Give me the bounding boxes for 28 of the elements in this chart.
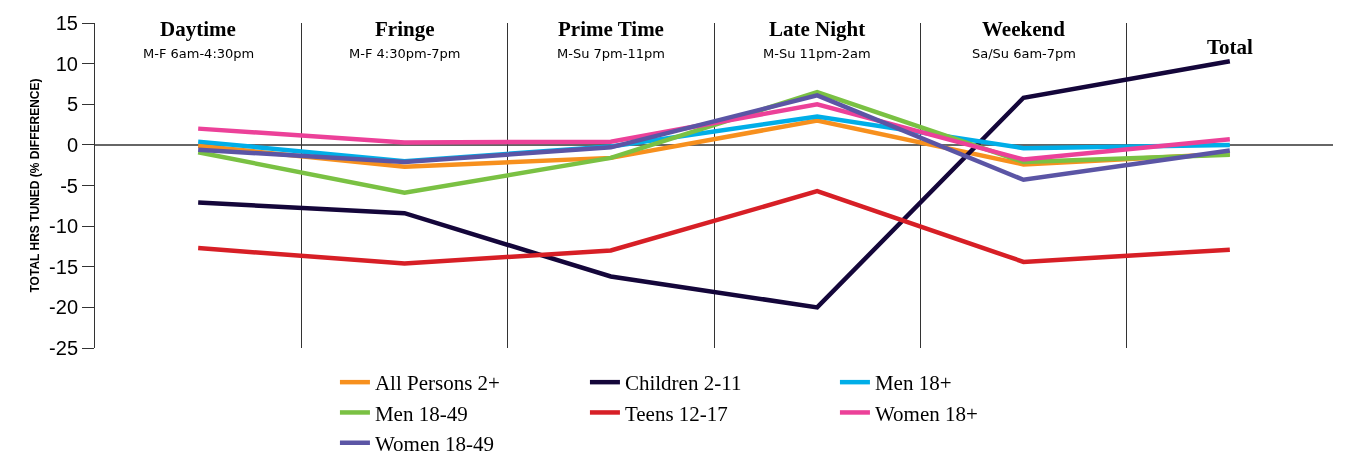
- x-tick-label: Daytime: [160, 17, 236, 41]
- legend-label: Women 18-49: [374, 431, 494, 456]
- x-tick-label: Late Night: [769, 17, 866, 41]
- y-tick-label: -15: [49, 255, 78, 278]
- legend-label: All Persons 2+: [374, 371, 500, 396]
- y-tick-label: 5: [66, 93, 78, 116]
- legend-label: Women 18+: [874, 401, 978, 426]
- y-tick-label: -10: [49, 215, 78, 238]
- y-tick-label: -25: [49, 337, 78, 359]
- legend-label: Teens 12-17: [624, 401, 728, 426]
- annotation: M-Su 11pm-2am: [763, 46, 871, 61]
- x-tick-label: Prime Time: [558, 17, 664, 41]
- y-axis-title: TOTAL HRS TUNED (% DIFFERENCE): [28, 78, 43, 293]
- y-tick-label: -20: [49, 296, 78, 319]
- y-tick-label: 0: [66, 133, 78, 156]
- annotation: Sa/Su 6am-7pm: [972, 46, 1076, 61]
- x-tick-label: Weekend: [982, 17, 1066, 41]
- annotation: M-Su 7pm-11pm: [557, 46, 665, 61]
- y-tick-label: 15: [55, 12, 78, 34]
- legend-label: Men 18+: [874, 371, 952, 396]
- x-tick-label: Fringe: [375, 17, 435, 41]
- y-tick-label: 10: [55, 52, 78, 75]
- annotation: M-F 4:30pm-7pm: [349, 46, 461, 61]
- legend-label: Children 2-11: [624, 371, 742, 396]
- annotation: M-F 6am-4:30pm: [143, 46, 255, 61]
- legend-label: Men 18-49: [374, 401, 468, 426]
- x-tick-label: Total: [1207, 35, 1254, 59]
- y-tick-label: -5: [60, 174, 78, 197]
